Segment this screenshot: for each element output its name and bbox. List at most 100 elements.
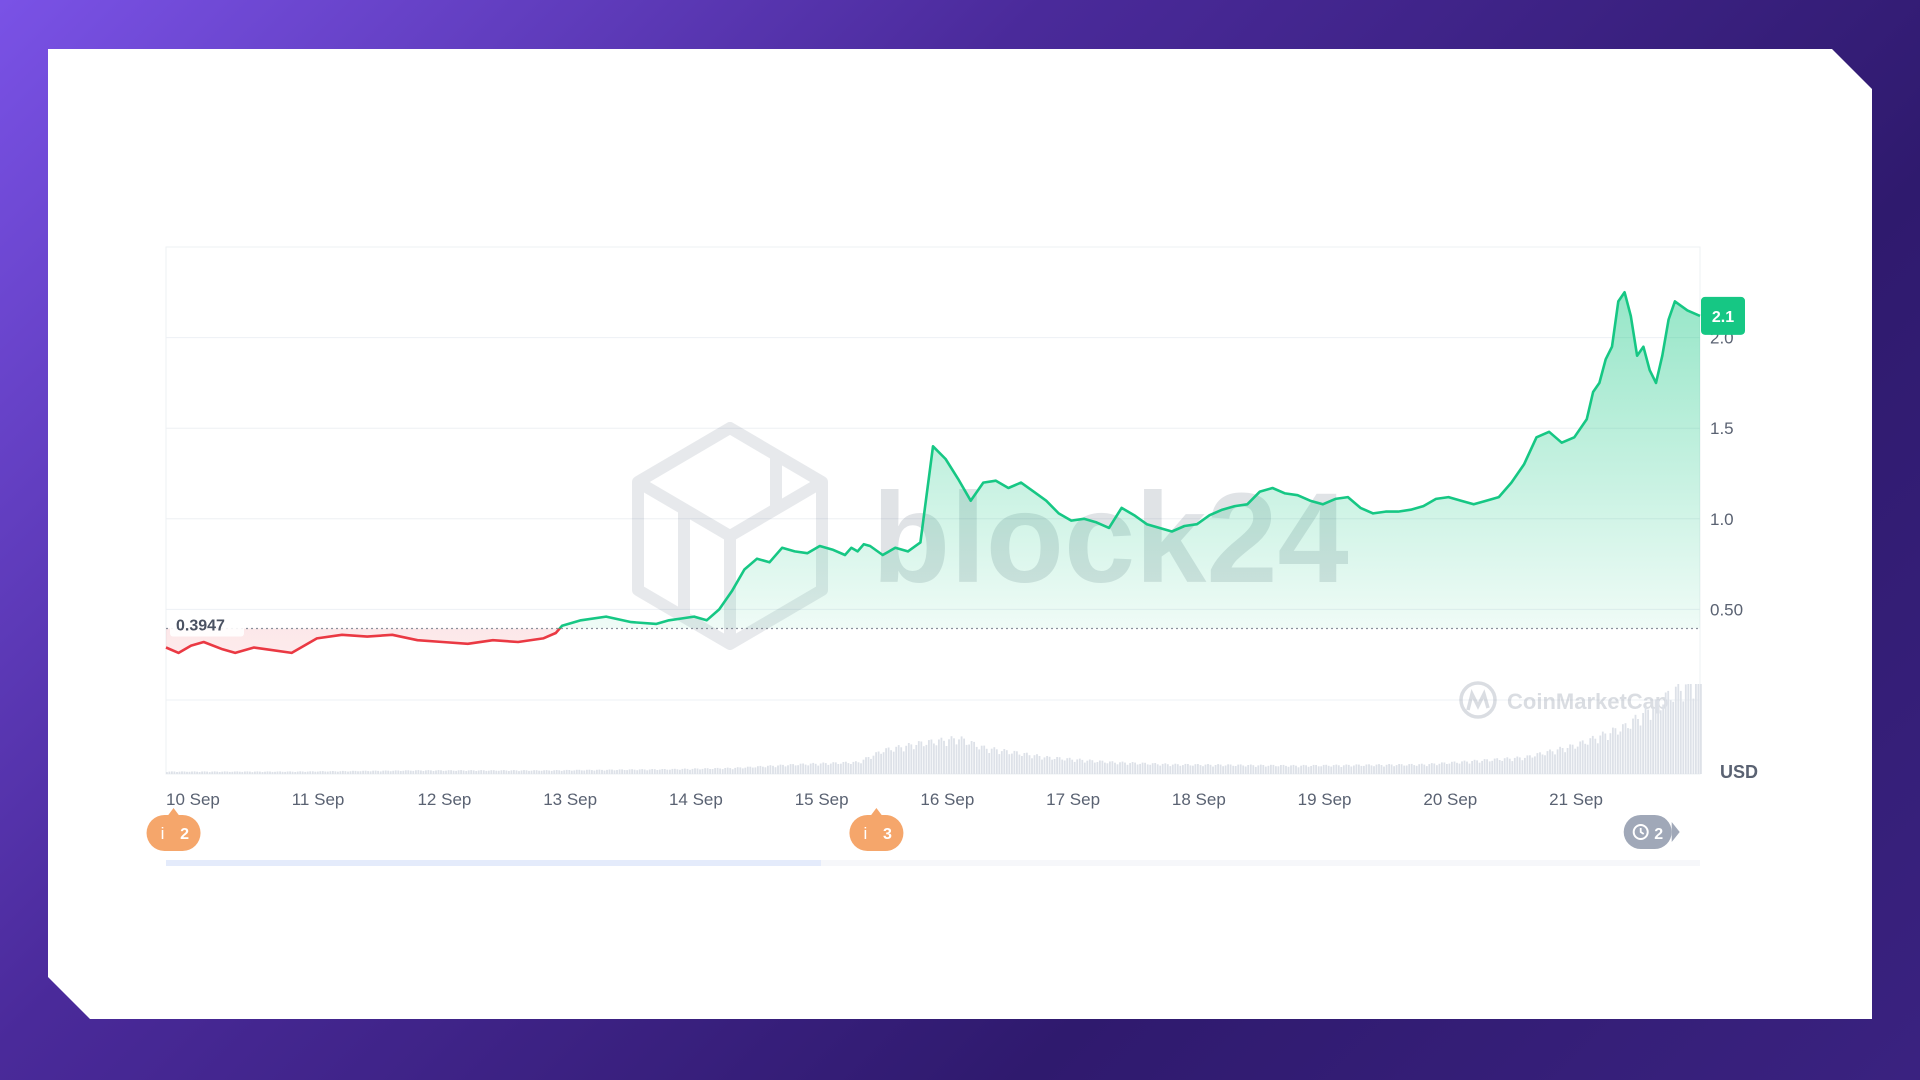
volume-bar xyxy=(467,770,470,774)
volume-bar xyxy=(261,772,264,774)
volume-bar xyxy=(1388,764,1390,774)
volume-bar xyxy=(691,768,694,774)
volume-bar xyxy=(364,770,367,774)
volume-bar xyxy=(621,769,623,774)
volume-bar xyxy=(203,771,206,774)
volume-bar xyxy=(1335,764,1338,774)
volume-bar xyxy=(447,770,450,774)
volume-bar xyxy=(739,767,742,774)
volume-bar xyxy=(1561,748,1564,774)
volume-bar xyxy=(1604,733,1607,774)
volume-bar xyxy=(1687,684,1690,774)
volume-bar xyxy=(955,744,958,774)
volume-bar xyxy=(553,770,556,774)
volume-bar xyxy=(922,746,925,774)
volume-bar xyxy=(1332,765,1335,774)
volume-bar xyxy=(1005,750,1008,774)
volume-bar xyxy=(978,749,981,774)
volume-bar xyxy=(269,771,271,774)
volume-bar xyxy=(827,764,830,774)
volume-bar xyxy=(259,771,261,774)
volume-bar xyxy=(332,771,334,774)
event-marker[interactable]: 2 xyxy=(1623,815,1680,849)
volume-bar xyxy=(653,769,656,774)
volume-bar xyxy=(289,771,291,774)
volume-bar xyxy=(633,769,636,774)
volume-bar xyxy=(1262,765,1265,774)
volume-bar xyxy=(1217,764,1219,774)
volume-bar xyxy=(651,769,654,774)
volume-bar xyxy=(503,770,505,774)
volume-bar xyxy=(508,771,510,774)
volume-bar xyxy=(686,768,689,774)
y-tick-label: 0.50 xyxy=(1710,600,1743,619)
volume-bar xyxy=(1441,762,1443,774)
volume-bar xyxy=(1272,764,1275,774)
volume-bar xyxy=(465,771,468,774)
volume-bar xyxy=(1164,763,1167,774)
volume-bar xyxy=(970,741,973,774)
volume-bar xyxy=(176,772,178,774)
volume-bar xyxy=(1423,764,1426,774)
x-tick-label: 11 Sep xyxy=(292,790,345,809)
volume-bar xyxy=(1003,749,1006,774)
volume-bar xyxy=(1166,764,1169,774)
volume-bar xyxy=(892,751,895,774)
x-tick-label: 16 Sep xyxy=(920,790,974,809)
volume-bar xyxy=(1327,765,1330,774)
volume-bar xyxy=(1247,765,1250,774)
volume-bar xyxy=(198,772,201,774)
volume-bar xyxy=(1013,750,1016,774)
volume-bar xyxy=(1043,757,1046,774)
volume-bar xyxy=(616,770,618,774)
volume-bar xyxy=(193,771,196,774)
volume-bar xyxy=(1317,766,1320,774)
volume-bar xyxy=(699,769,701,774)
volume-bar xyxy=(1285,765,1287,774)
volume-bar xyxy=(437,770,440,774)
volume-bar xyxy=(254,771,256,774)
volume-bar xyxy=(1501,760,1504,774)
volume-bar xyxy=(457,770,460,774)
marker-pill xyxy=(146,815,201,851)
volume-bar xyxy=(1360,765,1363,774)
volume-bar xyxy=(1270,764,1272,774)
marker-pointer xyxy=(870,808,883,816)
volume-bar xyxy=(1524,757,1526,774)
volume-bar xyxy=(1131,762,1134,774)
x-tick-label: 18 Sep xyxy=(1172,790,1226,809)
volume-bar xyxy=(757,766,759,774)
volume-bar xyxy=(1187,764,1189,774)
volume-bar xyxy=(1111,761,1114,774)
range-navigator[interactable] xyxy=(166,860,1700,866)
volume-bar xyxy=(555,770,558,774)
volume-bar xyxy=(877,751,880,774)
volume-bar xyxy=(389,771,392,774)
volume-bar xyxy=(1405,765,1408,774)
volume-bar xyxy=(337,771,339,774)
volume-bar xyxy=(684,768,686,774)
volume-bar xyxy=(1378,764,1380,774)
volume-bar xyxy=(1156,764,1159,774)
volume-bar xyxy=(1207,764,1209,774)
area-fill-above-baseline xyxy=(166,292,1700,629)
volume-bar xyxy=(857,762,860,774)
volume-bar xyxy=(1398,764,1400,774)
volume-bar xyxy=(1026,752,1028,774)
volume-bar xyxy=(701,768,704,774)
volume-bar xyxy=(347,771,349,774)
volume-bar xyxy=(1526,755,1529,774)
volume-bar xyxy=(1347,764,1350,774)
volume-bar xyxy=(223,771,226,774)
volume-bar xyxy=(1249,764,1252,774)
volume-bar xyxy=(1619,731,1622,774)
volume-bar xyxy=(1549,749,1551,774)
volume-bar xyxy=(1073,761,1076,774)
volume-bar xyxy=(902,751,905,774)
volume-bar xyxy=(782,764,784,774)
volume-bar xyxy=(208,772,211,774)
volume-bar xyxy=(276,771,279,774)
volume-bar xyxy=(404,770,407,774)
